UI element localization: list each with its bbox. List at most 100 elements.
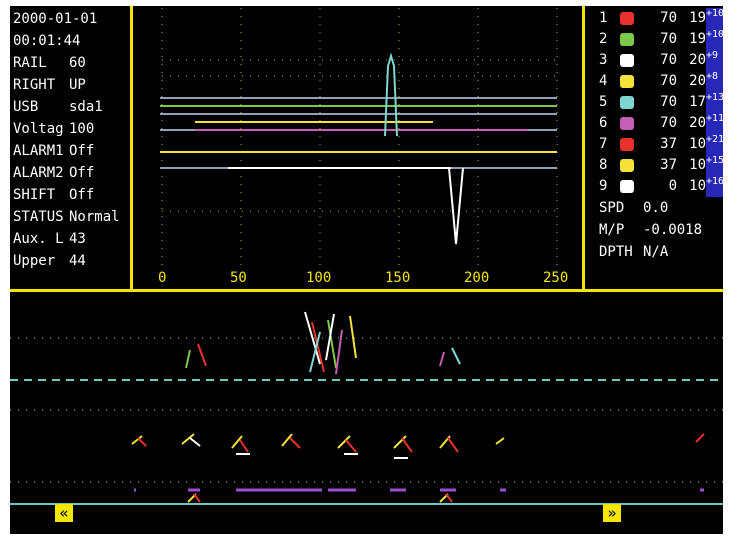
channel-color-swatch <box>620 12 634 25</box>
channel-value-a: 70 <box>660 52 677 68</box>
channel-color-swatch <box>620 96 634 109</box>
status-row-rail: RAIL 60 <box>13 52 130 74</box>
channel-value-a: 70 <box>660 94 677 110</box>
status-row-label: RAIL <box>13 55 47 71</box>
x-axis-tick: 200 <box>464 270 490 286</box>
channel-value-a: 70 <box>660 31 677 47</box>
x-axis-tick: 50 <box>230 270 247 286</box>
status-row-value: 100 <box>69 121 95 137</box>
divider-right <box>582 6 585 289</box>
channel-row[interactable]: 8 37 10 +15 <box>596 155 723 176</box>
status-row-upper: Upper 44 <box>13 250 130 272</box>
channel-exponent: +13 <box>706 92 723 113</box>
status-row-value: Off <box>69 187 95 203</box>
status-row-value: 43 <box>69 231 86 247</box>
channel-number: 7 <box>599 136 608 152</box>
speed-readout: SPD 0.0 <box>599 200 668 216</box>
channel-exponent: +11 <box>706 113 723 134</box>
scroll-right-button[interactable]: » <box>603 504 621 522</box>
channel-value-b: 10 <box>689 157 706 173</box>
channel-number: 9 <box>599 178 608 194</box>
channel-number: 6 <box>599 115 608 131</box>
screen: 2000-01-01 00:01:44 RAIL 60 RIGHT UP USB… <box>10 6 723 534</box>
status-row-right: RIGHT UP <box>13 74 130 96</box>
x-axis-tick: 0 <box>158 270 167 286</box>
channel-row[interactable]: 6 70 20 +11 <box>596 113 723 134</box>
status-row-status: STATUS Normal <box>13 206 130 228</box>
x-axis-tick: 100 <box>306 270 332 286</box>
speed-value: 0.0 <box>643 200 669 216</box>
divider-left <box>130 6 133 289</box>
status-row-usb: USB sda1 <box>13 96 130 118</box>
channel-color-swatch <box>620 117 634 130</box>
channel-value-a: 37 <box>660 157 677 173</box>
status-row-label: ALARM2 <box>13 165 64 181</box>
channel-row[interactable]: 1 70 19 +10 <box>596 8 723 29</box>
channel-value-b: 20 <box>689 115 706 131</box>
channel-row[interactable]: 9 0 10 +16 <box>596 176 723 197</box>
channel-number: 5 <box>599 94 608 110</box>
channel-number: 2 <box>599 31 608 47</box>
channel-row[interactable]: 7 37 10 +21 <box>596 134 723 155</box>
signal-plot <box>160 8 558 266</box>
channel-value-a: 37 <box>660 136 677 152</box>
status-row-shift: SHIFT Off <box>13 184 130 206</box>
time-text: 00:01:44 <box>13 33 81 49</box>
status-row-value: Normal <box>69 209 120 225</box>
status-row-value: Off <box>69 165 95 181</box>
channel-exponent: +21 <box>706 134 723 155</box>
channel-row[interactable]: 4 70 20 +8 <box>596 71 723 92</box>
status-row-aux: Aux. L 43 <box>13 228 130 250</box>
channel-color-swatch <box>620 180 634 193</box>
channel-number: 3 <box>599 52 608 68</box>
channel-value-b: 17 <box>689 94 706 110</box>
depth-label: DPTH <box>599 244 633 260</box>
channel-color-swatch <box>620 54 634 67</box>
channel-number: 4 <box>599 73 608 89</box>
channel-value-b: 20 <box>689 52 706 68</box>
channel-exponent: +9 <box>706 50 723 71</box>
status-row-value: 44 <box>69 253 86 269</box>
scroll-left-button[interactable]: « <box>55 504 73 522</box>
channel-value-a: 70 <box>660 73 677 89</box>
channel-exponent: +10 <box>706 8 723 29</box>
mp-label: M/P <box>599 222 625 238</box>
status-row-value: 60 <box>69 55 86 71</box>
channel-color-swatch <box>620 33 634 46</box>
depth-value: N/A <box>643 244 669 260</box>
x-axis-tick: 150 <box>385 270 411 286</box>
status-row-label: RIGHT <box>13 77 56 93</box>
status-row-label: STATUS <box>13 209 64 225</box>
channel-value-b: 19 <box>689 31 706 47</box>
x-axis-tick: 250 <box>543 270 569 286</box>
status-row-value: Off <box>69 143 95 159</box>
status-row-label: Voltag <box>13 121 64 137</box>
speed-label: SPD <box>599 200 625 216</box>
status-row-voltage: Voltag 100 <box>13 118 130 140</box>
channel-exponent: +10 <box>706 29 723 50</box>
channel-color-swatch <box>620 159 634 172</box>
status-row-label: SHIFT <box>13 187 56 203</box>
status-row-label: Upper <box>13 253 56 269</box>
status-row-value: UP <box>69 77 86 93</box>
status-row-label: Aux. L <box>13 231 64 247</box>
channel-value-a: 70 <box>660 10 677 26</box>
channel-number: 1 <box>599 10 608 26</box>
channel-color-swatch <box>620 138 634 151</box>
status-row-alarm2: ALARM2 Off <box>13 162 130 184</box>
status-row-label: ALARM1 <box>13 143 64 159</box>
channel-value-b: 10 <box>689 136 706 152</box>
channel-color-swatch <box>620 75 634 88</box>
channel-row[interactable]: 2 70 19 +10 <box>596 29 723 50</box>
channel-number: 8 <box>599 157 608 173</box>
channel-exponent: +15 <box>706 155 723 176</box>
channel-row[interactable]: 3 70 20 +9 <box>596 50 723 71</box>
date-text: 2000-01-01 <box>13 11 98 27</box>
trace-spike <box>384 52 398 137</box>
status-row-label: USB <box>13 99 39 115</box>
channel-row[interactable]: 5 70 17 +13 <box>596 92 723 113</box>
channel-exponent: +8 <box>706 71 723 92</box>
channel-value-b: 20 <box>689 73 706 89</box>
channel-exponent: +16 <box>706 176 723 197</box>
trace-spike <box>448 167 464 245</box>
